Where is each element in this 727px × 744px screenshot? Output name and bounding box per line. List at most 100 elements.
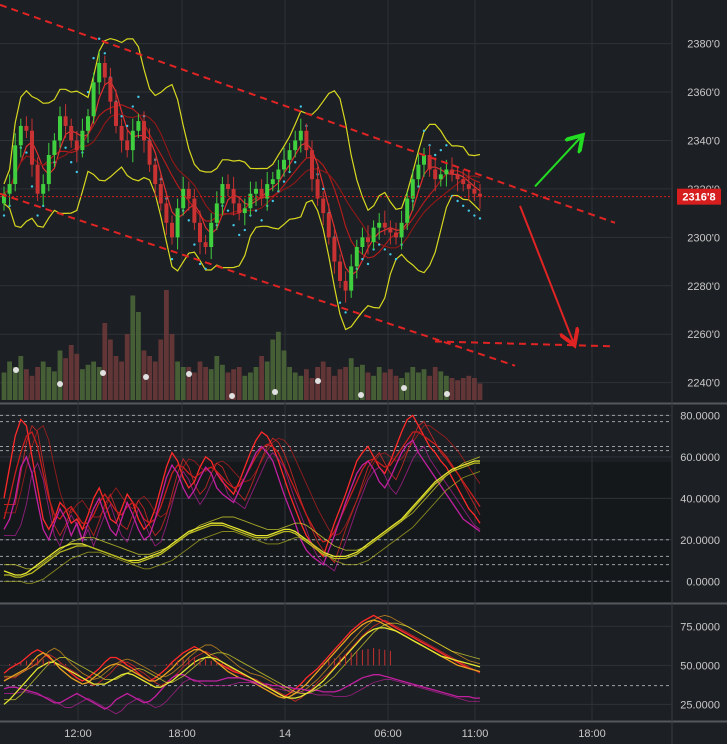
candle-body: [142, 121, 146, 141]
candlesticks: [2, 50, 482, 303]
osc-series-1: [3, 614, 481, 698]
volume-marker: [100, 370, 106, 376]
osc-series-5: [4, 462, 480, 578]
volume-marker: [444, 391, 450, 397]
sar-dot: [25, 151, 28, 154]
candle-body: [388, 227, 393, 233]
osc-tick-label: 0.0000: [686, 576, 720, 588]
osc-series-1: [3, 414, 481, 558]
candle-body: [405, 198, 410, 223]
candle-body: [349, 266, 354, 291]
sar-dot: [193, 243, 196, 246]
candle-body: [209, 222, 214, 248]
price-tick-label: 2340'0: [687, 135, 720, 147]
volume-bar: [91, 361, 96, 400]
time-tick-label: 06:00: [374, 728, 402, 740]
volume-bar: [460, 378, 466, 400]
oscillator-panel-1: 80.0000 60.0000 40.0000 20.0000 0.0000: [0, 410, 720, 588]
candle-body: [382, 222, 387, 228]
time-tick-label: 12:00: [64, 728, 92, 740]
candle-body: [248, 193, 253, 209]
panel-bg-1: [0, 0, 672, 402]
sar-dot: [187, 219, 190, 222]
volume-bar: [270, 339, 276, 400]
volume-bar: [326, 367, 332, 400]
candle-body: [360, 237, 365, 248]
osc-series-3: [3, 674, 480, 710]
volume-bar: [337, 369, 343, 400]
sar-dot: [243, 228, 246, 232]
osc-series-4: [3, 460, 480, 576]
sar-dot: [98, 37, 101, 40]
volume-bar: [152, 361, 158, 400]
volume-bar: [186, 367, 192, 400]
volume-bar: [253, 367, 259, 400]
sar-dot: [378, 243, 381, 246]
candle-body: [214, 203, 219, 223]
candle-body: [321, 198, 326, 214]
candle-body: [220, 184, 225, 204]
sar-dot: [226, 209, 230, 212]
osc-tick-label: 75.0000: [680, 621, 720, 633]
osc-series-2-shadow: [4, 614, 481, 694]
sar-dot: [64, 146, 67, 149]
volume-bar: [12, 367, 18, 400]
candle-body: [46, 154, 51, 185]
candle-body: [30, 130, 34, 165]
volume-marker: [186, 371, 192, 377]
volume-marker: [229, 393, 235, 399]
osc-series-5-shadow: [4, 470, 481, 584]
sar-dot: [445, 144, 448, 147]
volume-bar: [113, 356, 119, 400]
candle-body: [310, 150, 314, 180]
candle-body: [198, 222, 202, 243]
candle-body: [270, 179, 275, 185]
sar-dot: [394, 257, 398, 261]
volume-bar: [393, 375, 399, 400]
sar-dot: [366, 262, 370, 266]
volume-bar: [220, 364, 225, 400]
sar-dot: [294, 161, 297, 164]
candle-body: [226, 184, 230, 189]
volume-bar: [236, 367, 242, 400]
volume-bar: [214, 356, 220, 400]
candle-body: [304, 130, 309, 151]
candle-body: [377, 222, 382, 228]
sar-dot: [338, 301, 342, 304]
sar-dot: [232, 224, 235, 227]
candle-body: [472, 188, 477, 194]
volume-bars: [1, 290, 483, 400]
bollinger-lower: [3, 166, 481, 331]
candle-body: [175, 208, 180, 238]
sar-dot: [389, 253, 392, 256]
candle-body: [466, 184, 471, 189]
arrow-up: [534, 138, 580, 188]
bollinger-upper: [3, 37, 481, 212]
volume-bar: [382, 372, 388, 400]
candle-body: [24, 125, 29, 131]
volume-bar: [119, 361, 124, 400]
sar-dot: [92, 56, 95, 60]
sar-dot: [137, 95, 140, 99]
volume-bar: [136, 312, 141, 400]
volume-marker: [13, 367, 19, 373]
candle-body: [455, 174, 460, 180]
volume-bar: [332, 375, 337, 400]
volume-bar: [68, 345, 74, 400]
volume-bar: [1, 372, 7, 400]
candle-body: [125, 140, 130, 151]
candle-body: [58, 116, 62, 141]
price-tick-label: 2280'0: [687, 281, 720, 293]
volume-marker: [272, 389, 278, 395]
volume-bar: [96, 367, 102, 400]
sar-dot: [383, 248, 386, 251]
channel-upper-line: [0, 3, 616, 224]
volume-bar: [360, 364, 365, 400]
candle-body: [354, 247, 359, 267]
volume-bar: [376, 367, 382, 400]
candle-body: [164, 203, 169, 223]
candle-body: [186, 188, 191, 199]
candle-body: [338, 261, 342, 281]
volume-bar: [108, 339, 113, 400]
